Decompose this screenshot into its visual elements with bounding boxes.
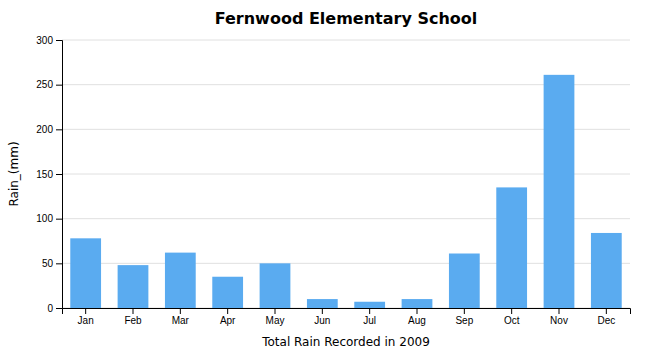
title: Fernwood Elementary School [215, 9, 478, 28]
tick-label: Aug [408, 315, 426, 326]
tick-mark [275, 308, 276, 314]
tick-label: Apr [220, 315, 236, 326]
tick-label: 200 [36, 124, 53, 135]
tick-mark [180, 308, 181, 314]
tick-mark [369, 308, 370, 314]
axis-line [56, 41, 63, 309]
tick: 0 [47, 303, 62, 314]
tick-mark [464, 308, 465, 314]
tick: Jun [314, 308, 330, 326]
tick: Jan [78, 308, 94, 326]
tick: May [266, 308, 285, 326]
tick-label: 150 [36, 169, 53, 180]
tick: 100 [36, 213, 62, 224]
y-axis-title: Rain_(mm) [7, 141, 21, 206]
tick-label: Jan [78, 315, 94, 326]
chart: 0 50 100 150 200 250 300 Jan Feb Mar Apr May Jun Jul A… [0, 0, 650, 360]
tick: Aug [408, 308, 426, 326]
tick: 150 [36, 169, 62, 180]
tick-mark [56, 85, 62, 86]
bar [212, 277, 243, 308]
tick-label: 100 [36, 213, 53, 224]
grid-line [62, 40, 630, 41]
bar [70, 238, 101, 308]
tick-label: May [266, 315, 285, 326]
tick-label: Oct [504, 315, 520, 326]
tick: 200 [36, 124, 62, 135]
tick-label: Jun [314, 315, 330, 326]
bar [591, 233, 622, 308]
tick-label: Feb [124, 315, 142, 326]
bar [118, 265, 149, 308]
bar [260, 263, 291, 308]
tick-label: Dec [597, 315, 615, 326]
tick-mark [322, 308, 323, 314]
tick-mark [606, 308, 607, 314]
tick-mark [56, 263, 62, 264]
tick-mark [559, 308, 560, 314]
tick-label: 0 [47, 303, 53, 314]
bar [496, 187, 527, 308]
tick-mark [56, 40, 62, 41]
tick: 300 [36, 35, 62, 46]
tick-mark [133, 308, 134, 314]
tick: Mar [172, 308, 190, 326]
tick: 50 [42, 258, 62, 269]
y-axis: 0 50 100 150 200 250 300 [36, 35, 62, 314]
bar [402, 299, 433, 308]
plot: 0 50 100 150 200 250 300 Jan Feb Mar Apr May Jun Jul A… [36, 35, 630, 326]
tick: Apr [220, 308, 236, 326]
tick: 250 [36, 79, 62, 90]
tick-label: 50 [42, 258, 54, 269]
tick-mark [227, 308, 228, 314]
grid [62, 40, 630, 308]
tick-mark [56, 129, 62, 130]
tick-label: 300 [36, 35, 53, 46]
x-axis: Jan Feb Mar Apr May Jun Jul Aug Sep Oct Nov Dec [63, 308, 631, 326]
bars [70, 75, 621, 308]
tick: Dec [597, 308, 615, 326]
tick: Oct [504, 308, 520, 326]
bar [307, 299, 338, 308]
x-axis-title: Total Rain Recorded in 2009 [261, 335, 430, 349]
tick-label: Nov [550, 315, 568, 326]
bar [449, 254, 480, 308]
tick-mark [417, 308, 418, 314]
tick: Jul [363, 308, 376, 326]
tick-label: Mar [172, 315, 190, 326]
tick-label: Sep [455, 315, 473, 326]
bar [544, 75, 575, 308]
tick-label: 250 [36, 79, 53, 90]
tick-mark [85, 308, 86, 314]
axis-line [63, 309, 631, 315]
tick-mark [56, 308, 62, 309]
bar [165, 253, 196, 308]
tick-mark [56, 219, 62, 220]
tick-mark [511, 308, 512, 314]
tick: Nov [550, 308, 568, 326]
tick-mark [56, 174, 62, 175]
tick: Sep [455, 308, 473, 326]
bar [354, 302, 385, 308]
tick: Feb [124, 308, 142, 326]
tick-label: Jul [363, 315, 376, 326]
